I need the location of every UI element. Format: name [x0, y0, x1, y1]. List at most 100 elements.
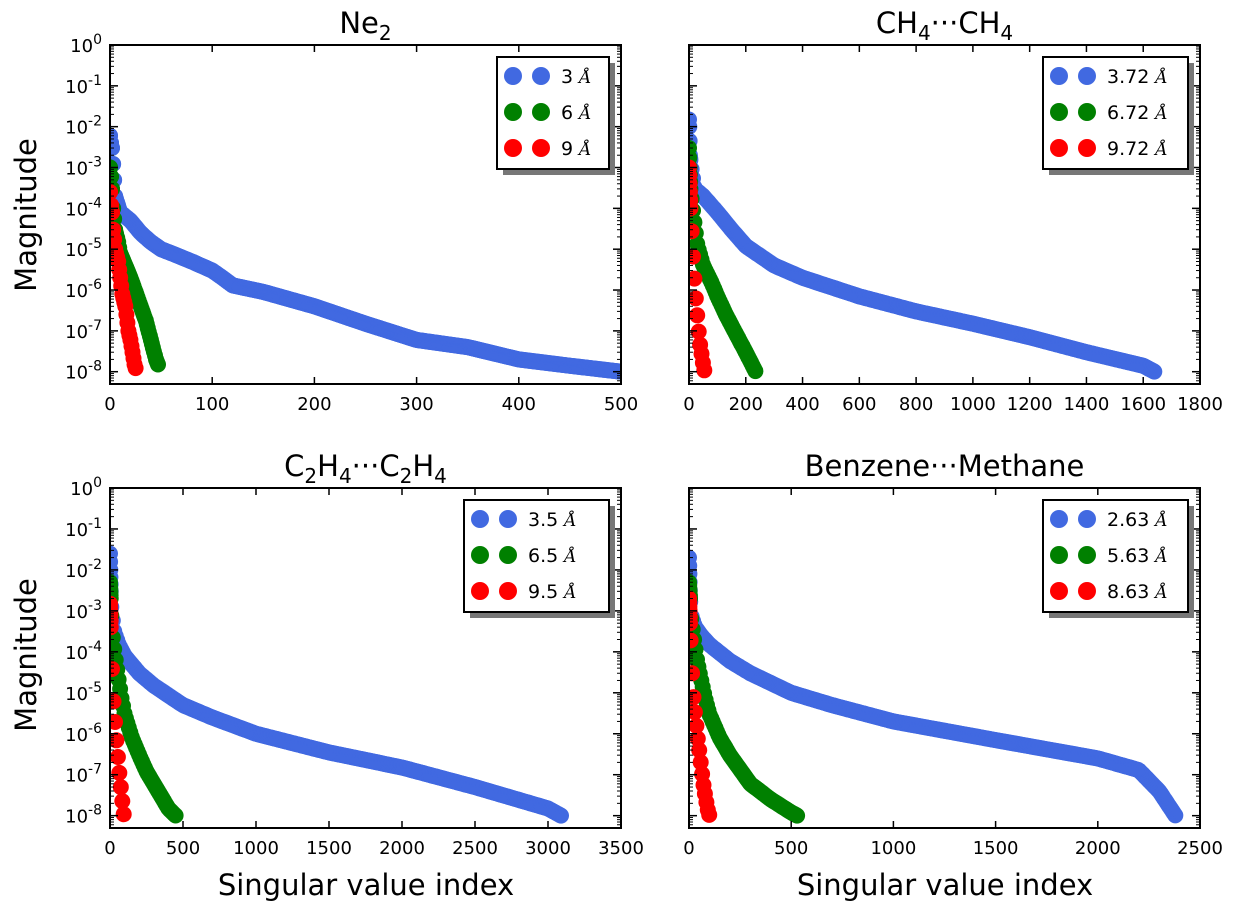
x-tick-label: 2000 — [379, 838, 425, 859]
data-point — [689, 689, 702, 706]
legend-entry: 3.5 Å — [471, 509, 577, 531]
data-point — [689, 704, 703, 721]
y-tick-label: 10-4 — [65, 195, 102, 220]
legend-label: 9.72 Å — [1107, 138, 1168, 160]
x-tick-label: 300 — [399, 394, 433, 415]
legend-marker — [471, 546, 489, 564]
y-tick-label: 10-1 — [65, 73, 102, 98]
x-tick-label: 500 — [604, 394, 638, 415]
legend-label: 5.63 Å — [1107, 545, 1168, 567]
y-tick-label: 10-6 — [65, 721, 102, 746]
legend-label: 9.5 Å — [528, 581, 577, 603]
x-tick-label: 1500 — [306, 838, 352, 859]
y-tick-label: 10-5 — [65, 236, 102, 261]
y-tick-label: 10-8 — [65, 359, 102, 384]
legend-marker — [1050, 139, 1068, 157]
subplot-ch4-ch4: 0 200 400 600 800 1000 1200 1400 1600 1800 CH4···C… — [683, 6, 1223, 415]
data-point — [690, 323, 707, 340]
series-0 — [689, 549, 1184, 824]
x-tick-label: 1600 — [1120, 394, 1166, 415]
x-tick-label: 800 — [899, 394, 933, 415]
legend-entry: 5.63 Å — [1050, 545, 1168, 567]
series-0 — [110, 127, 621, 380]
x-tick-label: 200 — [729, 394, 763, 415]
legend-marker — [532, 67, 550, 85]
legend-label: 8.63 Å — [1107, 581, 1168, 603]
subplot-c2h4-c2h4: 0 500 1000 1500 2000 2500 3000 3500 100 10-1 10-2 1… — [65, 449, 644, 859]
legend-marker — [1050, 546, 1068, 564]
legend-label: 3 Å — [561, 66, 591, 88]
legend-marker — [499, 546, 517, 564]
x-axis-title-right: Singular value index — [797, 868, 1093, 902]
y-tick-label: 10-2 — [65, 557, 102, 582]
y-tick-label: 10-3 — [65, 598, 102, 623]
markers-p2 — [689, 111, 1163, 380]
y-tick-label: 100 — [70, 32, 102, 57]
legend-marker — [532, 139, 550, 157]
legend-marker — [504, 67, 522, 85]
data-point — [112, 779, 129, 796]
legend: 3.72 Å 6.72 Å 9.72 Å — [1042, 56, 1194, 175]
legend-entry: 9 Å — [504, 138, 591, 160]
x-tick-label: 1400 — [1064, 394, 1110, 415]
x-tick-label: 400 — [785, 394, 819, 415]
series-0 — [689, 111, 1163, 380]
y-tick-label: 100 — [70, 475, 102, 500]
y-axis-title-bottom: Magnitude — [9, 578, 43, 732]
legend-marker — [471, 510, 489, 528]
x-tick-label: 2500 — [452, 838, 498, 859]
legend-marker — [1050, 510, 1068, 528]
subplot-benzene-methane: 0 500 1000 1500 2000 2500 Benzene···Methane 2.6… — [683, 449, 1223, 859]
data-point — [689, 307, 706, 324]
x-tick-label: 2000 — [1075, 838, 1121, 859]
data-point — [115, 806, 132, 823]
legend-marker — [499, 582, 517, 600]
legend-marker — [499, 510, 517, 528]
x-axis-title-left: Singular value index — [218, 868, 514, 902]
markers-p4 — [689, 549, 1184, 824]
legend-marker — [1078, 139, 1096, 157]
y-tick-label: 10-7 — [65, 318, 102, 343]
x-tick-label: 0 — [683, 394, 694, 415]
plot-title: Ne2 — [339, 6, 391, 45]
legend-marker — [1050, 103, 1068, 121]
legend-entry: 9.72 Å — [1050, 138, 1168, 160]
data-point — [689, 632, 699, 649]
plot-title: C2H4···C2H4 — [284, 449, 447, 488]
data-point — [689, 717, 705, 734]
data-point — [689, 665, 701, 682]
y-tick-label: 10-3 — [65, 155, 102, 180]
y-tick-label: 10-8 — [65, 803, 102, 828]
x-tick-label: 500 — [774, 838, 808, 859]
data-point — [110, 732, 125, 749]
x-tick-label: 3000 — [525, 838, 571, 859]
x-tick-label: 100 — [195, 394, 229, 415]
legend-entry: 9.5 Å — [471, 581, 577, 603]
legend-label: 3.5 Å — [528, 509, 577, 531]
legend-marker — [1078, 103, 1096, 121]
x-tick-label: 1500 — [973, 838, 1019, 859]
legend-entry: 6.5 Å — [471, 545, 577, 567]
series-2 — [689, 590, 718, 823]
y-tick-label: 10-4 — [65, 639, 102, 664]
legend-entry: 3.72 Å — [1050, 66, 1168, 88]
legend-entry: 8.63 Å — [1050, 581, 1168, 603]
data-point — [689, 248, 701, 265]
legend-marker — [1050, 67, 1068, 85]
legend-marker — [1078, 510, 1096, 528]
x-tick-label: 1800 — [1177, 394, 1223, 415]
legend-label: 9 Å — [561, 138, 591, 160]
data-point — [689, 270, 703, 287]
legend-label: 6.72 Å — [1107, 102, 1168, 124]
x-tick-label: 3500 — [598, 838, 644, 859]
legend-marker — [471, 582, 489, 600]
legend-marker — [504, 139, 522, 157]
plot-title: CH4···CH4 — [876, 6, 1013, 45]
data-point — [114, 793, 131, 810]
y-tick-label: 10-1 — [65, 516, 102, 541]
data-point — [689, 223, 700, 240]
legend-label: 3.72 Å — [1107, 66, 1168, 88]
plot-title: Benzene···Methane — [805, 449, 1085, 483]
legend: 2.63 Å 5.63 Å 8.63 Å — [1042, 499, 1194, 618]
